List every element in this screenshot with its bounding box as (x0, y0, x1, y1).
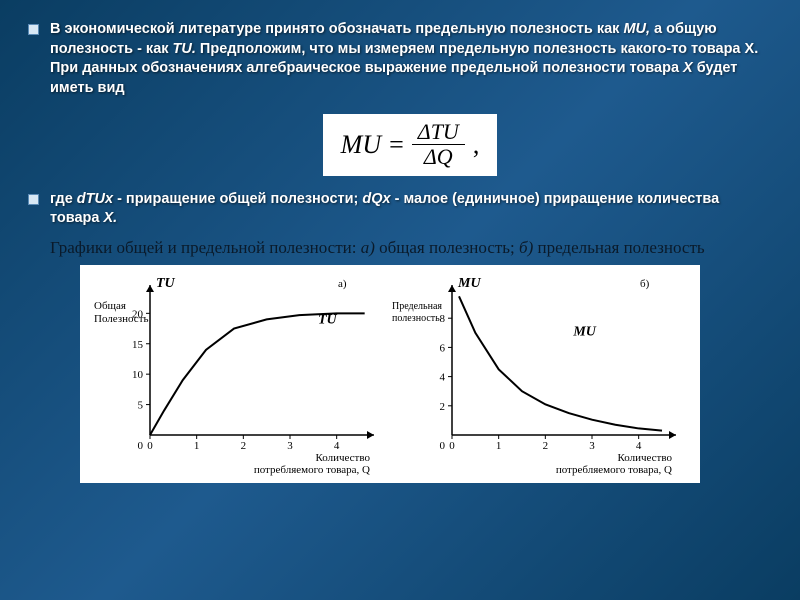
svg-text:3: 3 (589, 440, 595, 452)
formula-num: ΔTU (412, 120, 465, 145)
bullet-2: где dTUx - приращение общей полезности; … (50, 190, 770, 229)
svg-text:б): б) (640, 278, 650, 290)
svg-text:2: 2 (241, 440, 247, 452)
t: общая полезность; (375, 238, 519, 257)
svg-text:2: 2 (543, 440, 549, 452)
svg-text:10: 10 (132, 369, 144, 381)
svg-text:MU: MU (572, 325, 596, 340)
svg-text:полезность: полезность (392, 313, 440, 324)
bullet-icon (28, 24, 39, 35)
svg-text:1: 1 (194, 440, 200, 452)
t: X. (104, 210, 118, 226)
t: б) (519, 238, 533, 257)
formula-tail: , (473, 130, 480, 160)
svg-text:4: 4 (440, 371, 446, 383)
t: X (683, 60, 693, 76)
svg-text:Количество: Количество (617, 452, 672, 464)
chart-caption: Графики общей и предельной полезности: а… (50, 237, 770, 259)
svg-text:8: 8 (440, 313, 446, 325)
bullet-1-text: В экономической литературе принято обозн… (50, 20, 770, 98)
t: предельная полезность (533, 238, 704, 257)
formula-box: MU = ΔTU ΔQ , (323, 114, 498, 175)
svg-text:5: 5 (138, 399, 144, 411)
svg-text:Общая: Общая (94, 300, 126, 312)
slide: В экономической литературе принято обозн… (0, 0, 800, 600)
svg-text:6: 6 (440, 342, 446, 354)
svg-text:Полезность: Полезность (94, 313, 149, 325)
t: dQx (362, 191, 390, 207)
formula-lhs: MU (341, 130, 381, 160)
t: - приращение общей полезности; (113, 191, 362, 207)
t: TU. (173, 41, 196, 57)
t: dTUx (77, 191, 113, 207)
charts-box: 0123451015200TUОбщаяПолезностьа)TUКоличе… (80, 265, 700, 483)
t: В экономической литературе принято обозн… (50, 21, 623, 37)
svg-text:потребляемого товара, Q: потребляемого товара, Q (254, 464, 370, 476)
t: Графики общей и предельной полезности: (50, 238, 361, 257)
chart-b: 0 1 2 3 4 2 4 6 8 0 MU Предельнаяполезность б) MU Коли… (390, 271, 692, 477)
svg-text:15: 15 (132, 339, 144, 351)
svg-text:а): а) (338, 278, 347, 290)
chart-a: 0123451015200TUОбщаяПолезностьа)TUКоличе… (88, 271, 390, 477)
t: где (50, 191, 77, 207)
svg-text:0: 0 (440, 440, 446, 452)
svg-text:Предельная: Предельная (392, 301, 442, 312)
formula-container: MU = ΔTU ΔQ , (50, 106, 770, 189)
formula-den: ΔQ (418, 145, 459, 169)
svg-text:4: 4 (334, 440, 340, 452)
svg-text:2: 2 (440, 401, 446, 413)
bullet-1: В экономической литературе принято обозн… (50, 20, 770, 98)
svg-text:TU: TU (318, 313, 338, 328)
svg-text:0: 0 (138, 440, 144, 452)
t: а) (361, 238, 375, 257)
svg-text:4: 4 (636, 440, 642, 452)
bullet-icon (28, 194, 39, 205)
svg-text:3: 3 (287, 440, 293, 452)
svg-text:MU: MU (457, 276, 481, 291)
formula-eq: = (389, 130, 404, 160)
formula-fraction: ΔTU ΔQ (412, 120, 465, 169)
svg-text:1: 1 (496, 440, 502, 452)
svg-text:потребляемого товара, Q: потребляемого товара, Q (556, 464, 672, 476)
svg-text:0: 0 (147, 440, 153, 452)
svg-text:TU: TU (156, 276, 176, 291)
bullet-2-text: где dTUx - приращение общей полезности; … (50, 190, 770, 229)
t: MU, (623, 21, 650, 37)
svg-text:0: 0 (449, 440, 455, 452)
svg-text:Количество: Количество (315, 452, 370, 464)
